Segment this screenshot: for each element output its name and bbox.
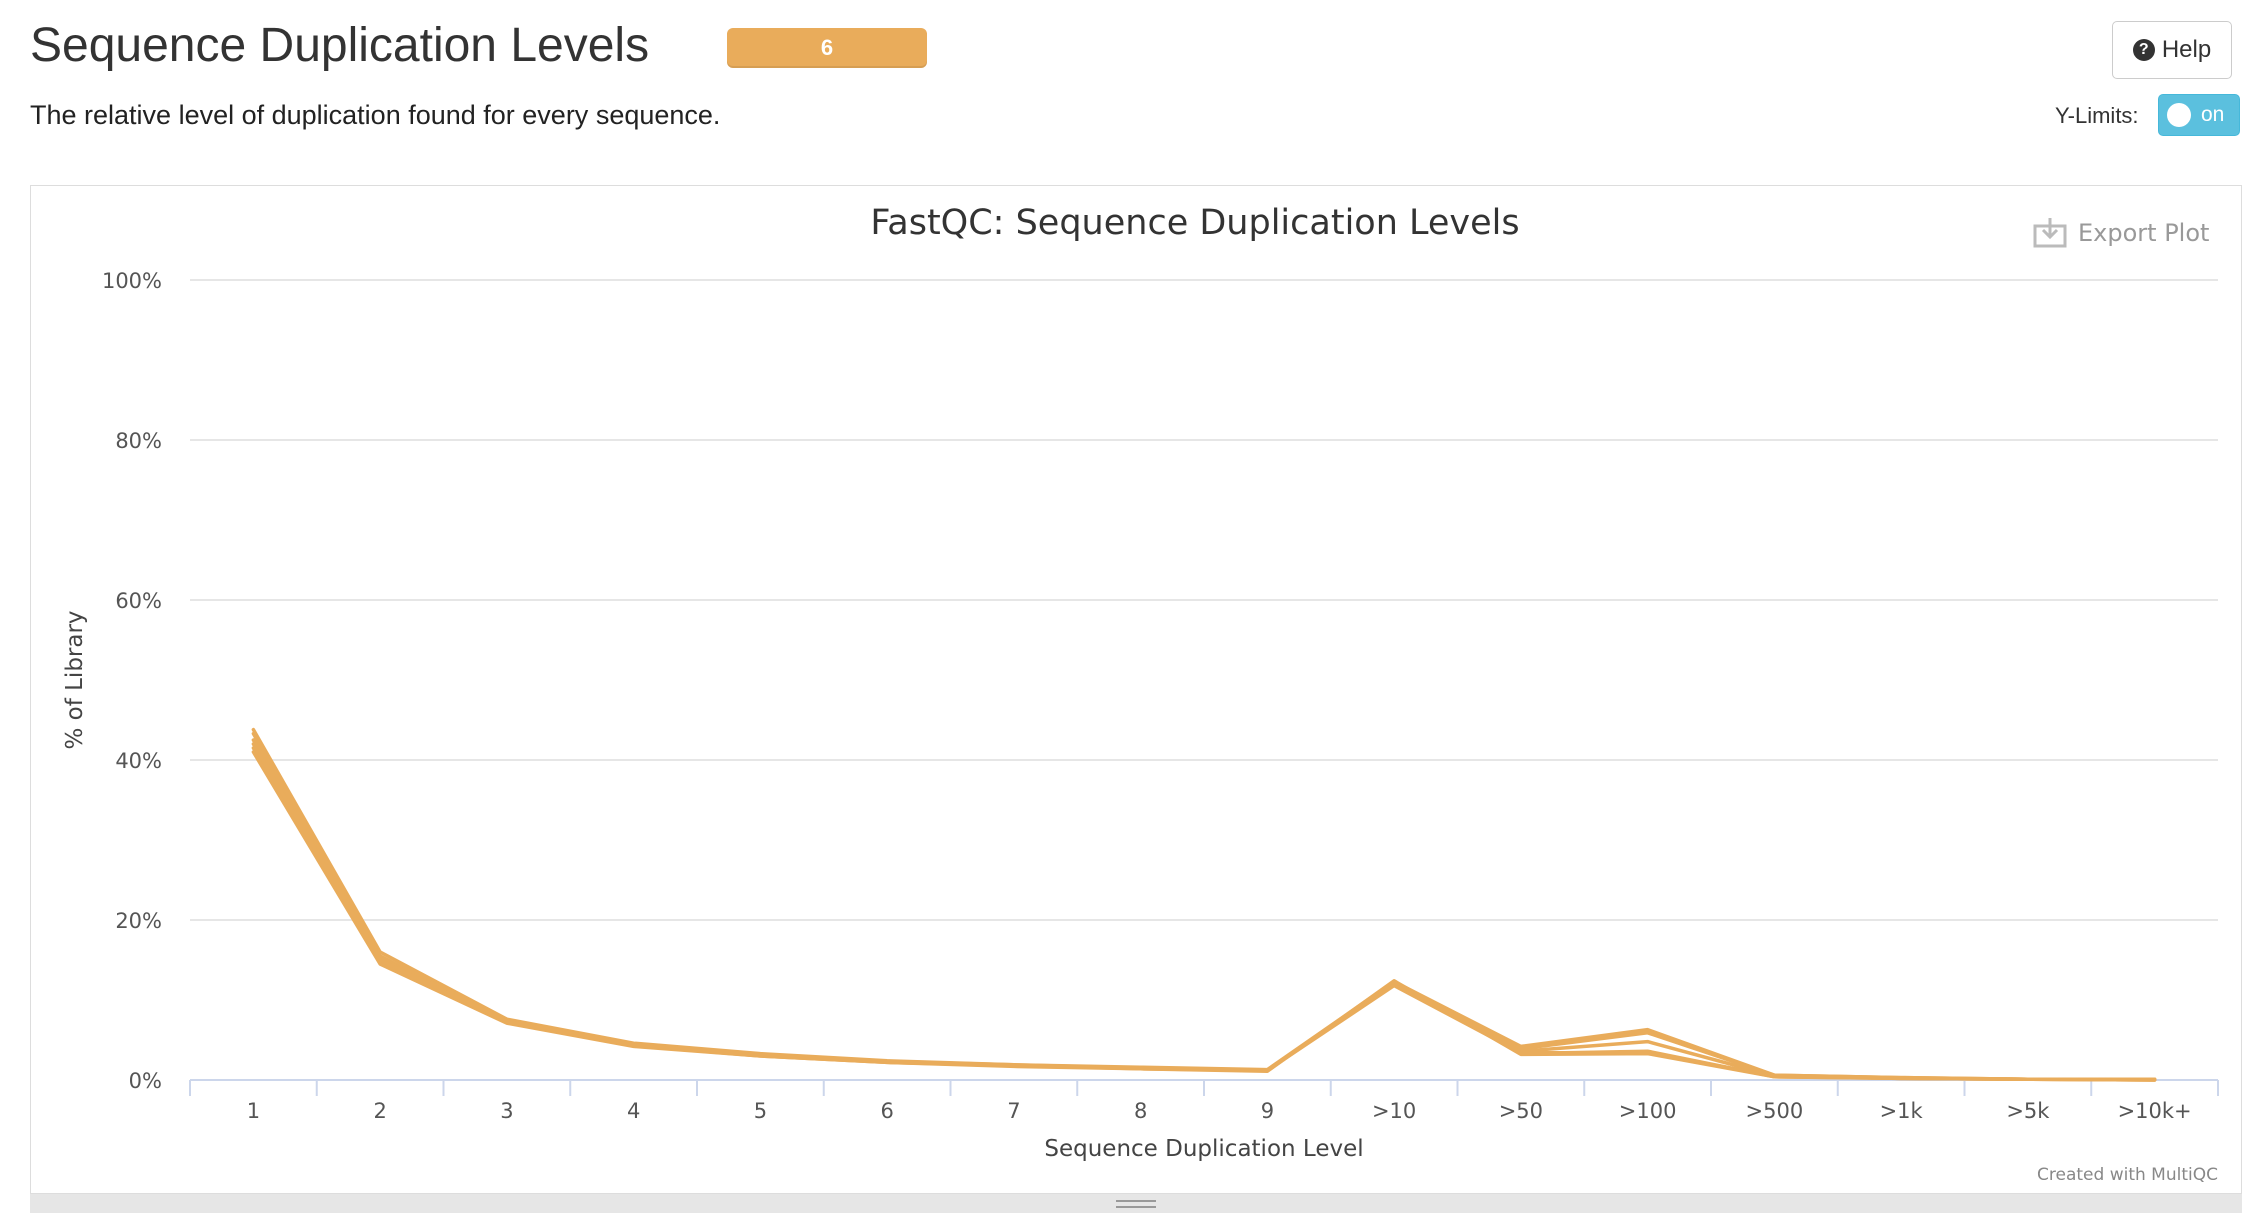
x-axis [189,1079,2219,1096]
series-lines [251,727,2157,1082]
x-tick-label: 7 [1007,1099,1020,1123]
sample-count-badge[interactable]: 6 [727,28,927,68]
x-tick-label: >500 [1746,1099,1804,1123]
series-line-6[interactable] [251,742,2157,1082]
x-tick-label: 8 [1134,1099,1147,1123]
series-line-5[interactable] [251,750,2157,1082]
x-tick-label: >10 [1372,1099,1416,1123]
y-tick-label: 60% [115,589,162,613]
x-tick-label: 2 [373,1099,386,1123]
y-tick-label: 40% [115,749,162,773]
x-tick-label: >50 [1499,1099,1543,1123]
x-tick-label: 5 [754,1099,767,1123]
grip-icon [1116,1199,1156,1208]
toggle-knob [2167,103,2191,127]
x-tick-label: 1 [247,1099,260,1123]
plot-resize-handle[interactable] [30,1193,2242,1213]
grid-lines [190,279,2218,921]
help-button[interactable]: ? Help [2112,21,2232,79]
chart-title: FastQC: Sequence Duplication Levels [870,203,1519,243]
question-circle-icon: ? [2132,39,2155,61]
y-tick-label: 20% [115,909,162,933]
y-limits-label: Y-Limits: [2055,103,2139,128]
x-axis-title: Sequence Duplication Level [1044,1136,1363,1162]
page-title: Sequence Duplication Levels [30,19,650,72]
section-description: The relative level of duplication found … [30,100,721,130]
help-button-label: Help [2161,36,2212,63]
toggle-state-label: on [2201,103,2225,126]
x-tick-label: >5k [2006,1099,2050,1123]
x-tick-label: 6 [880,1099,893,1123]
export-plot-label: Export Plot [2078,219,2209,247]
export-plot-button[interactable]: Export Plot [2033,218,2209,248]
x-tick-label: >100 [1619,1099,1677,1123]
x-tick-label: 4 [627,1099,640,1123]
y-limits-toggle[interactable]: on [2158,94,2240,136]
x-tick-label: 3 [500,1099,513,1123]
credits-label: Created with MultiQC [2037,1165,2218,1185]
y-axis-title: % of Library [62,610,88,749]
download-icon [2033,218,2067,248]
x-tick-label: >10k+ [2118,1099,2192,1123]
plot-panel [30,185,2242,1213]
y-axis-ticks: 0% 20% 40% 60% 80% 100% [102,269,162,1093]
y-tick-label: 0% [129,1069,162,1093]
y-tick-label: 80% [115,429,162,453]
x-tick-label: >1k [1880,1099,1924,1123]
y-tick-label: 100% [102,269,162,293]
x-tick-label: 9 [1261,1099,1274,1123]
x-axis-ticks: 1 2 3 4 5 6 7 8 9 >10 >50 >100 >500 >1k >5k >10k+ [247,1099,2192,1123]
